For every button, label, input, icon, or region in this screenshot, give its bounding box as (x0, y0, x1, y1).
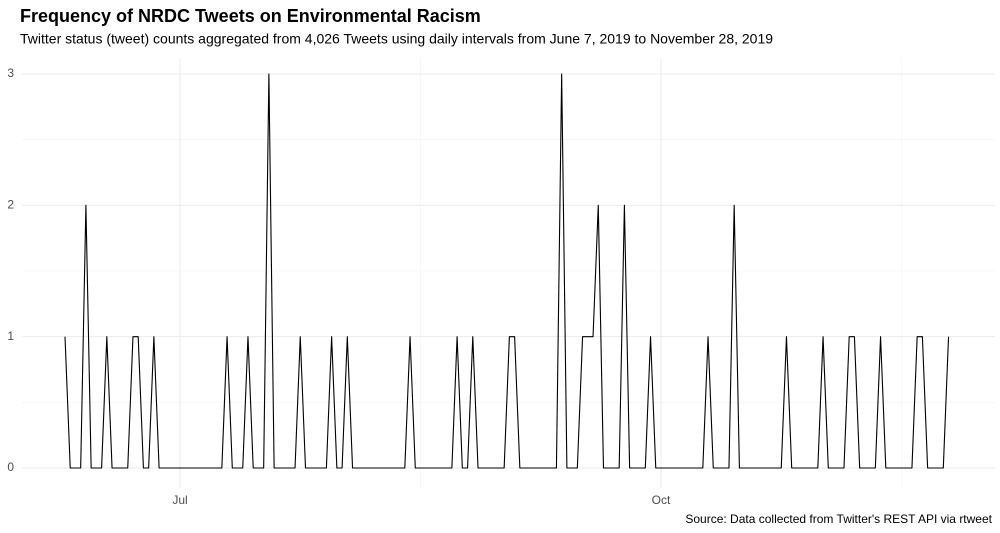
y-tick-label: 3 (7, 66, 14, 80)
y-tick-label: 0 (7, 460, 14, 474)
y-tick-label: 2 (7, 198, 14, 212)
x-tick-label: Oct (652, 493, 671, 507)
data-line (64, 73, 950, 469)
chart-title: Frequency of NRDC Tweets on Environmenta… (20, 6, 481, 26)
chart-subtitle: Twitter status (tweet) counts aggregated… (20, 31, 773, 47)
chart-caption: Source: Data collected from Twitter's RE… (685, 512, 992, 526)
y-tick-label: 1 (7, 329, 14, 343)
x-tick-label: Jul (172, 493, 187, 507)
